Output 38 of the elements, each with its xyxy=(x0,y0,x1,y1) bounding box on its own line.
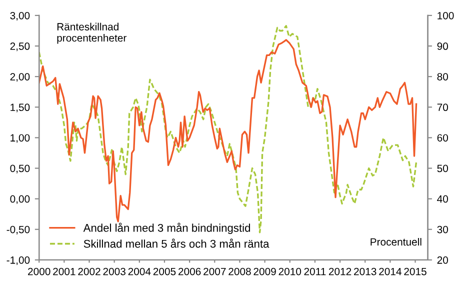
x-tick-label: 2013 xyxy=(354,268,376,276)
x-tick-label: 2014 xyxy=(379,268,402,276)
x-tick-label: 2012 xyxy=(328,268,352,276)
x-tick-label: 2015 xyxy=(404,268,426,276)
x-tick-label: 2002 xyxy=(78,268,100,276)
x-tick-label: 2007 xyxy=(204,268,226,276)
y-tick-label: 1,50 xyxy=(10,104,30,112)
x-tick-label: 2009 xyxy=(254,268,276,276)
y-tick-label: 3,00 xyxy=(10,12,30,21)
x-tick-label: 2011 xyxy=(304,268,326,276)
x-tick-label: 2004 xyxy=(128,268,151,276)
x-tick-label: 2001 xyxy=(53,268,76,276)
y2-tick-label: 30 xyxy=(437,226,448,234)
y2-tick-label: 20 xyxy=(437,256,448,264)
y2-tick-label: 80 xyxy=(437,73,448,80)
x-tick-label: 2010 xyxy=(278,268,302,276)
y2-tick-label: 90 xyxy=(437,42,448,50)
y2-tick-label: 50 xyxy=(437,164,448,172)
y-tick-label: 0,00 xyxy=(10,195,30,204)
y-axis-title: Ränteskillnad procentenheter xyxy=(57,22,126,44)
y2-tick-label: 60 xyxy=(437,134,448,142)
y-tick-label: -0,50 xyxy=(6,226,30,234)
y-tick-label: -1,00 xyxy=(6,256,30,266)
y2-tick-label: 100 xyxy=(438,12,454,20)
x-tick-label: 2003 xyxy=(103,268,126,276)
y-tick-label: 2,50 xyxy=(10,42,30,52)
x-tick-label: 2000 xyxy=(28,268,50,276)
y-tick-label: 0,50 xyxy=(10,164,30,174)
y2-tick-label: 70 xyxy=(437,104,448,112)
y-tick-label: 1,00 xyxy=(10,134,30,143)
x-tick-label: 2005 xyxy=(153,268,176,276)
legend-label: Andel lån med 3 mån bindningstid xyxy=(83,222,250,234)
y2-axis-title: Procentuell xyxy=(370,238,422,246)
x-tick-label: 2008 xyxy=(228,268,251,276)
y2-tick-label: 40 xyxy=(437,195,448,203)
x-tick-label: 2006 xyxy=(178,268,201,276)
legend-label: Skillnad mellan 5 års och 3 mån ränta xyxy=(84,238,270,248)
y-tick-label: 2,00 xyxy=(10,73,30,82)
